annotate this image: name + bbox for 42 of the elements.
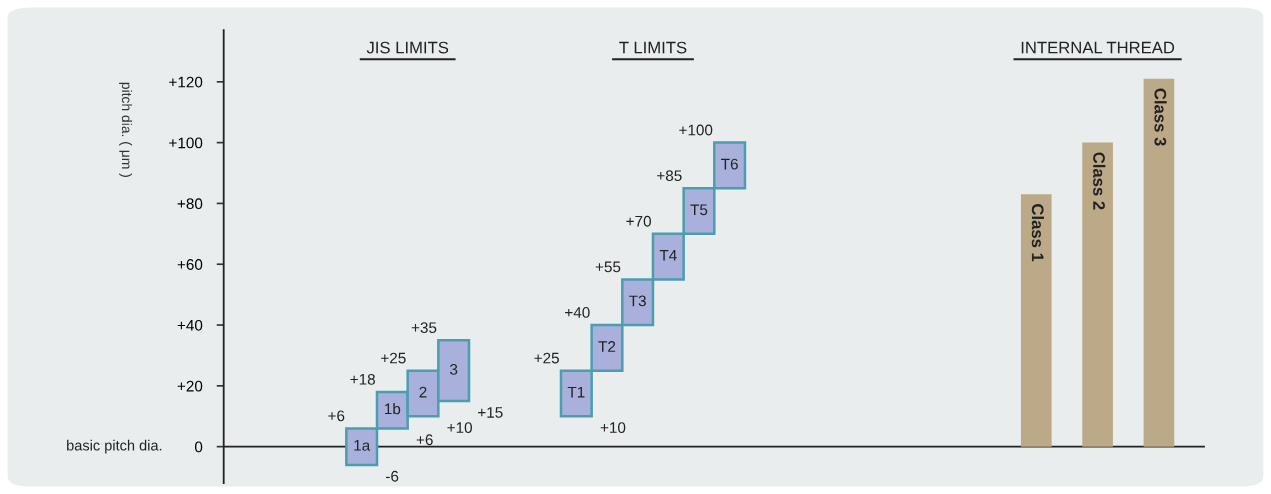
annotation: +25	[534, 352, 559, 364]
x-tick-label: T2	[598, 341, 616, 352]
x-tick-label: T4	[659, 250, 677, 261]
y-tick-label: +40	[177, 319, 203, 331]
bar	[1143, 78, 1175, 447]
annotation: +6	[416, 434, 433, 446]
x-tick-label: T1	[567, 386, 585, 398]
annotation: -6	[386, 470, 399, 482]
annotation: T LIMITS	[619, 41, 687, 54]
y-axis-title: pitch dia. ( μm )	[119, 82, 133, 177]
y-tick-label: +60	[177, 259, 203, 270]
x-tick-label: T5	[690, 204, 708, 216]
annotation: +10	[447, 422, 472, 434]
annotation: +6	[328, 410, 345, 422]
y-tick-label: +80	[177, 198, 203, 210]
x-tick-label: T6	[721, 158, 738, 170]
annotation: JIS LIMITS	[366, 41, 449, 54]
y-tick-label: 0	[194, 441, 203, 453]
annotation: +70	[626, 215, 651, 227]
annotation: +18	[350, 373, 375, 385]
ref-line-label: basic pitch dia.	[67, 439, 162, 454]
annotation: +40	[565, 307, 590, 318]
y-tick-label: +100	[169, 137, 203, 149]
annotation: +25	[381, 352, 406, 364]
annotation: +15	[478, 407, 503, 418]
annotation: +100	[679, 124, 713, 136]
x-tick-label: 3	[450, 363, 458, 375]
y-tick-label: +120	[169, 76, 203, 88]
x-tick-label: Class 1	[1031, 204, 1045, 262]
annotation: +55	[595, 261, 621, 273]
annotation: +85	[657, 170, 682, 182]
x-tick-label: T3	[629, 295, 646, 307]
x-tick-label: Class 2	[1093, 152, 1106, 210]
x-tick-label: 1a	[354, 440, 371, 451]
x-tick-label: 1b	[385, 403, 401, 415]
x-tick-label: Class 3	[1154, 88, 1167, 146]
annotation: +35	[411, 322, 437, 334]
annotation: +10	[600, 422, 626, 434]
annotation: INTERNAL THREAD	[1021, 41, 1175, 54]
x-tick-label: 2	[419, 386, 427, 398]
y-tick-label: +20	[177, 380, 203, 392]
bar	[1020, 194, 1052, 447]
